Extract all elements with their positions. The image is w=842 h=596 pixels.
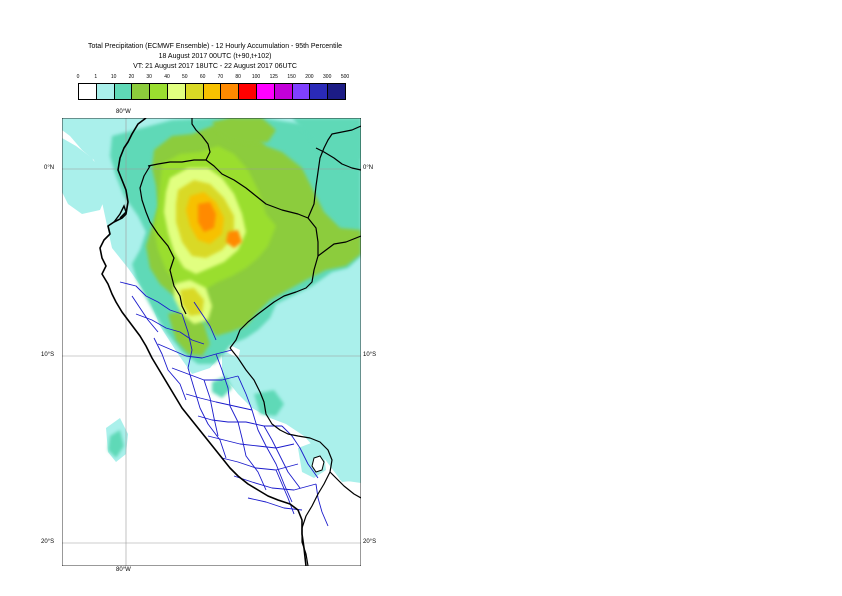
- legend-threshold-label: 10: [110, 74, 117, 80]
- legend-color-swatch: [131, 83, 151, 100]
- lake-titicaca: [311, 455, 325, 473]
- legend-threshold-label: 125: [269, 74, 278, 80]
- lon-label-bottom: 80°W: [116, 567, 131, 573]
- precip-50-60-south: [180, 288, 204, 316]
- legend-threshold-label: 1: [94, 74, 98, 80]
- legend-color-swatch: [78, 83, 97, 100]
- title-line-3: VT: 21 August 2017 18UTC - 22 August 201…: [133, 63, 297, 70]
- lat-label-right-10s: 10°S: [363, 352, 377, 358]
- lat-label-right-0n: 0°N: [363, 165, 374, 171]
- lat-label-left-20s: 20°S: [41, 539, 55, 545]
- lat-label-left-10s: 10°S: [41, 352, 55, 358]
- lon-label-top: 80°W: [116, 109, 131, 115]
- precip-70-80: [198, 202, 216, 232]
- precip-10-20-sw-blob: [108, 430, 124, 458]
- precip-1-10-coast: [62, 138, 106, 214]
- precip-70-80-b: [226, 230, 242, 248]
- national-borders: [139, 118, 361, 566]
- legend-threshold-label: 30: [146, 74, 152, 80]
- legend-threshold-label: 80: [235, 74, 241, 80]
- legend-color-swatch: [256, 83, 275, 100]
- legend-threshold-label: 40: [164, 74, 170, 80]
- legend-color-swatch: [184, 83, 204, 100]
- legend-threshold-label: 150: [287, 74, 296, 80]
- legend-color-swatch: [327, 83, 346, 100]
- legend-threshold-label: 0: [76, 74, 80, 80]
- legend-threshold-label: 20: [128, 74, 135, 80]
- legend-color-swatch: [167, 83, 186, 100]
- precip-10-20-s-blob2: [212, 376, 232, 398]
- legend-color-swatch: [220, 83, 240, 100]
- legend-color-swatch: [95, 83, 115, 100]
- legend-color-swatch: [149, 83, 168, 100]
- precip-20-30-north: [212, 118, 276, 144]
- legend-threshold-label: 70: [217, 74, 224, 80]
- gulf-coast: [113, 204, 127, 223]
- precipitation-map: [62, 118, 361, 566]
- precip-field: [62, 118, 361, 483]
- legend-color-swatch: [113, 83, 133, 100]
- legend-threshold-label: 50: [182, 74, 188, 80]
- coastline: [99, 118, 307, 566]
- legend-color-swatch: [291, 83, 311, 100]
- legend-threshold-label: 100: [251, 74, 261, 80]
- legend-threshold-label: 300: [323, 74, 332, 80]
- legend-color-swatch: [238, 83, 257, 100]
- legend-color-swatch: [202, 83, 222, 100]
- title-line-1: Total Precipitation (ECMWF Ensemble) - 1…: [87, 43, 343, 50]
- legend-threshold-label: 500: [340, 74, 350, 80]
- legend-color-swatch: [273, 83, 293, 100]
- title-line-2: 18 August 2017 00UTC (t+90,t+102): [158, 53, 272, 60]
- legend-threshold-label: 200: [305, 74, 314, 80]
- legend-threshold-label: 60: [199, 74, 206, 80]
- admin-boundaries: [119, 281, 329, 527]
- legend-color-swatch: [309, 83, 329, 100]
- lat-label-right-20s: 20°S: [363, 539, 377, 545]
- lat-label-left-0n: 0°N: [44, 165, 55, 171]
